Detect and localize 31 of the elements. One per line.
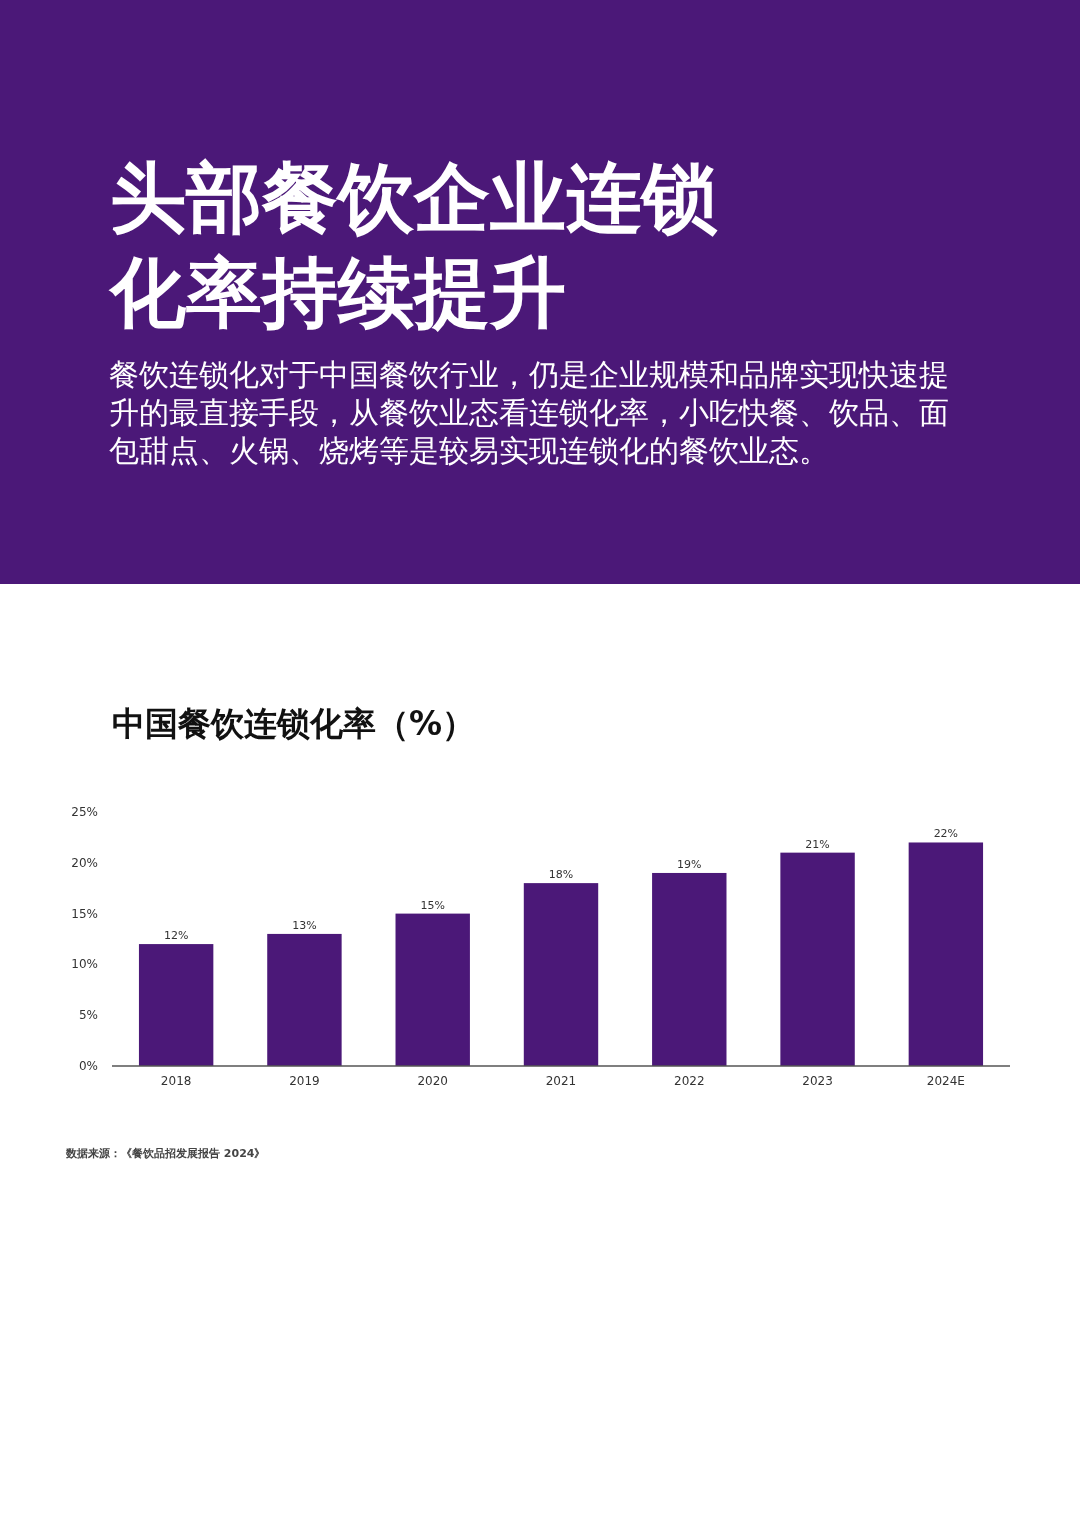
data-label: 19%: [677, 857, 702, 871]
data-label: 13%: [292, 918, 317, 932]
text: 中国餐饮连锁化率（%）: [112, 703, 476, 745]
y-tick-label: 25%: [71, 805, 98, 819]
y-tick-label: 15%: [71, 906, 98, 921]
bar: [523, 883, 599, 1066]
x-tick-label: 2019: [289, 1074, 320, 1088]
chart-subtitle: 餐饮连锁化对于中国餐饮行业，仍是企业规模和品牌实现快速提升的最直接手段，从餐饮业态看连锁化率，小吃快餐、饮品、面包甜点、火锅、烧烤等是较易实现连锁化的餐饮业态。: [109, 356, 950, 470]
x-tick-label: 2020: [417, 1074, 448, 1088]
chart-title: 头部餐饮企业连锁化率持续提升: [110, 152, 719, 339]
y-tick-label: 10%: [71, 957, 98, 972]
bar: [652, 872, 727, 1066]
x-tick-label: 2023: [802, 1074, 833, 1088]
data-label: 18%: [548, 868, 574, 882]
bar: [395, 913, 470, 1066]
data-label: 21%: [805, 837, 830, 851]
bar: [780, 852, 855, 1066]
data-label: 15%: [420, 898, 445, 912]
bar: [138, 944, 214, 1066]
source-note: 数据来源：《餐饮品招发展报告 2024》: [66, 1146, 266, 1161]
bar: [908, 842, 984, 1066]
y-tick-label: 5%: [78, 1008, 98, 1023]
x-tick-label: 2024E: [926, 1074, 965, 1088]
x-tick-label: 2021: [545, 1074, 577, 1088]
data-label: 22%: [933, 827, 959, 841]
bar: [267, 933, 342, 1066]
y-tick-label: 0%: [78, 1059, 98, 1073]
x-tick-label: 2022: [674, 1074, 705, 1088]
x-tick-label: 2018: [160, 1074, 192, 1088]
y-tick-label: 20%: [71, 855, 98, 870]
data-label: 12%: [163, 929, 189, 943]
